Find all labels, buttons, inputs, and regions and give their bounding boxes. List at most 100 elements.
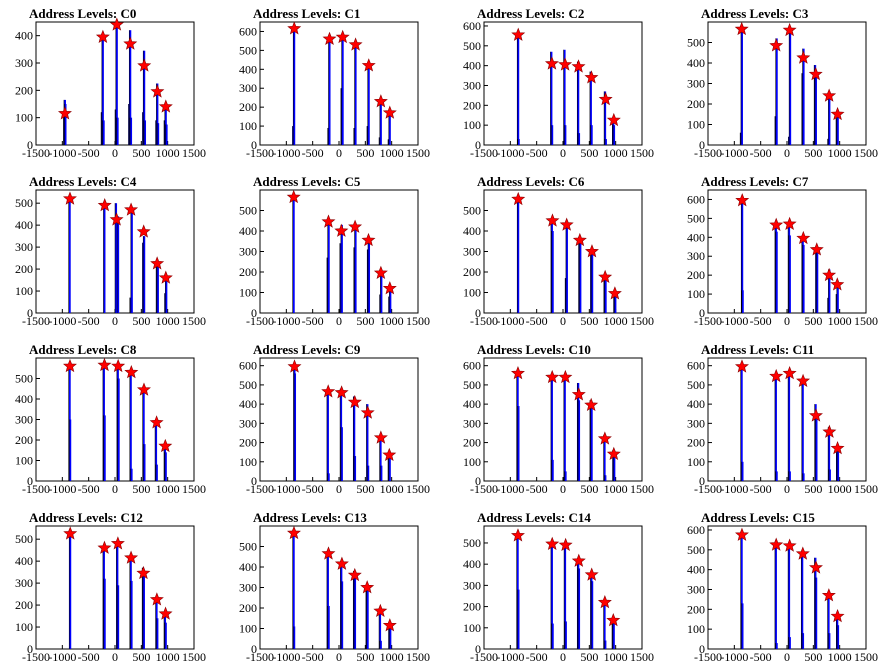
bar [156, 618, 159, 649]
x-tick-label: 500 [580, 146, 598, 160]
bar [775, 471, 778, 481]
y-tick-label: 600 [687, 359, 705, 373]
x-tick-label: -1500 [470, 146, 498, 160]
y-tick-label: 500 [687, 211, 705, 225]
peak-marker [598, 92, 613, 106]
plot-frame [35, 357, 195, 482]
y-tick-label: 300 [687, 249, 705, 263]
x-tick-label: 1500 [630, 482, 654, 496]
x-tick-label: -1500 [694, 482, 722, 496]
y-tick-label: 200 [687, 268, 705, 282]
bar [590, 125, 593, 145]
bar [326, 390, 329, 481]
y-tick-label: 400 [687, 397, 705, 411]
x-tick-label: 1500 [182, 314, 206, 328]
x-tick-label: -500 [750, 482, 772, 496]
peak-marker [511, 528, 525, 542]
y-tick-label: 600 [463, 359, 481, 373]
bar [579, 243, 582, 313]
peak-marker [572, 232, 587, 247]
y-tick-label: 300 [15, 413, 33, 427]
y-tick-label: 0 [699, 138, 705, 152]
bar [775, 643, 778, 649]
x-tick-label: -1000 [272, 146, 300, 160]
bar [292, 196, 295, 313]
y-tick-label: 100 [463, 286, 481, 300]
peak-marker [334, 556, 349, 570]
peak-marker [382, 447, 397, 461]
peak-marker [287, 21, 302, 35]
y-tick-label: 200 [687, 602, 705, 616]
peak-marker [158, 99, 173, 113]
peak-marker [95, 29, 110, 43]
x-tick-label: -1500 [694, 146, 722, 160]
bar [379, 610, 382, 649]
bar [155, 464, 158, 481]
peak-marker [334, 385, 349, 399]
peak-marker [63, 526, 78, 540]
peak-marker [735, 359, 749, 373]
peak-marker [109, 212, 124, 226]
bar [341, 35, 344, 145]
bar [828, 633, 831, 649]
y-tick-label: 500 [15, 196, 33, 210]
peak-marker [830, 608, 845, 623]
x-tick-label: -500 [526, 650, 548, 664]
peak-marker [63, 191, 77, 205]
plot-frame [707, 21, 867, 146]
x-tick-label: 500 [356, 314, 374, 328]
bar [64, 104, 67, 145]
peak-marker [808, 560, 823, 574]
y-tick-label: 300 [463, 578, 481, 592]
y-tick-label: 400 [463, 59, 481, 73]
y-tick-label: 500 [463, 378, 481, 392]
x-tick-label: -1500 [694, 650, 722, 664]
x-tick-label: 0 [560, 482, 566, 496]
bar [366, 589, 369, 649]
plot-frame [707, 189, 867, 314]
y-tick-label: 0 [251, 642, 257, 656]
bar [564, 542, 567, 649]
peak-marker [558, 537, 573, 552]
y-tick-label: 200 [239, 100, 257, 114]
peak-marker [559, 217, 574, 231]
x-tick-label: 1000 [604, 314, 628, 328]
peak-marker [382, 281, 397, 295]
chart-panel-15: Address Levels: C15 0 100 200 300 400 500 600 -1… [687, 510, 878, 664]
y-tick-label: 300 [15, 56, 33, 70]
x-tick-label: 1500 [182, 146, 206, 160]
y-tick-label: 100 [15, 454, 33, 468]
chart-panel-10: Address Levels: C10 0 100 200 300 400 500 600 -1… [463, 342, 654, 496]
peak-marker [822, 88, 837, 102]
bar [563, 377, 566, 481]
chart-title: Address Levels: C14 [477, 510, 591, 525]
chart-title: Address Levels: C2 [477, 6, 584, 21]
y-tick-label: 100 [687, 622, 705, 636]
bar [802, 473, 805, 481]
bar [293, 626, 296, 649]
x-tick-label: 1500 [854, 314, 878, 328]
bar [604, 475, 607, 481]
y-tick-label: 100 [15, 284, 33, 298]
bar [165, 276, 168, 313]
peak-marker [57, 106, 72, 120]
chart-title: Address Levels: C0 [29, 6, 136, 21]
bar [577, 61, 580, 146]
peak-marker [158, 270, 173, 284]
y-tick-label: 500 [463, 39, 481, 53]
x-tick-label: 1500 [630, 650, 654, 664]
y-tick-label: 500 [687, 36, 705, 50]
peak-marker [149, 415, 164, 429]
bar [565, 224, 568, 313]
bar [156, 264, 159, 313]
peak-marker [607, 286, 622, 300]
peak-marker [347, 394, 362, 409]
x-tick-label: -1000 [720, 650, 748, 664]
chart-panel-0: Address Levels: C0 0 100 200 300 400 -1500-100… [15, 6, 206, 160]
bar [354, 456, 357, 481]
bar [802, 633, 805, 649]
x-tick-label: 500 [580, 314, 598, 328]
peak-marker [796, 373, 811, 387]
peak-marker [109, 17, 124, 31]
y-tick-label: 100 [687, 455, 705, 469]
